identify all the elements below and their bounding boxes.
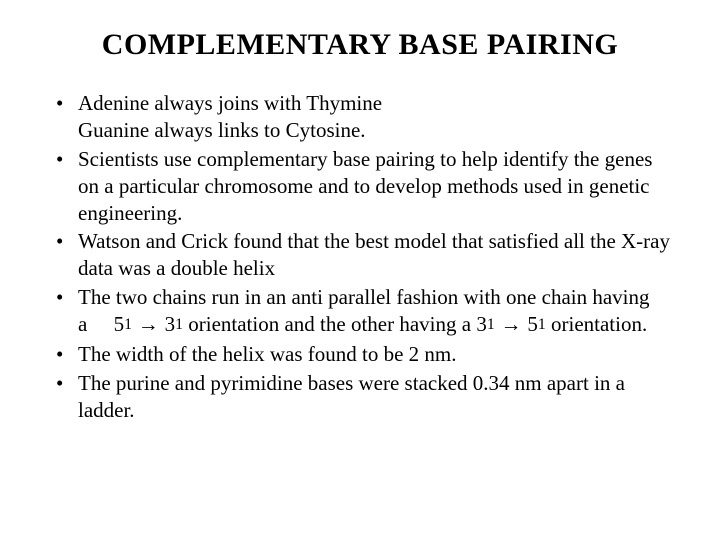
superscript: 1 [124, 316, 132, 333]
bullet-text-post: orientation. [546, 312, 647, 336]
bullet-item: Scientists use complementary base pairin… [50, 146, 670, 227]
superscript: 1 [175, 316, 183, 333]
bullet-item: Adenine always joins with Thymine Guanin… [50, 90, 670, 144]
slide: COMPLEMENTARY BASE PAIRING Adenine alway… [0, 0, 720, 540]
bullet-text: The purine and pyrimidine bases were sta… [78, 371, 625, 422]
bullet-text: The width of the helix was found to be 2… [78, 342, 457, 366]
arrow-icon: → [132, 313, 165, 336]
bullet-text-mid: orientation and the other having a 3 [183, 312, 487, 336]
bullet-item: The width of the helix was found to be 2… [50, 341, 670, 368]
bullet-text: Scientists use complementary base pairin… [78, 147, 652, 225]
bullet-text-mid: 3 [165, 312, 176, 336]
superscript: 1 [538, 316, 546, 333]
bullet-text: Watson and Crick found that the best mod… [78, 229, 670, 280]
bullet-text-line1: Adenine always joins with Thymine [78, 91, 382, 115]
bullet-item: The two chains run in an anti parallel f… [50, 284, 670, 339]
bullet-text-mid: 5 [527, 312, 538, 336]
bullet-item: Watson and Crick found that the best mod… [50, 228, 670, 282]
arrow-icon: → [495, 313, 528, 336]
superscript: 1 [487, 316, 495, 333]
slide-title: COMPLEMENTARY BASE PAIRING [50, 28, 670, 62]
bullet-item: The purine and pyrimidine bases were sta… [50, 370, 670, 424]
bullet-text-line2: Guanine always links to Cytosine. [78, 118, 366, 142]
bullet-list: Adenine always joins with Thymine Guanin… [50, 90, 670, 424]
